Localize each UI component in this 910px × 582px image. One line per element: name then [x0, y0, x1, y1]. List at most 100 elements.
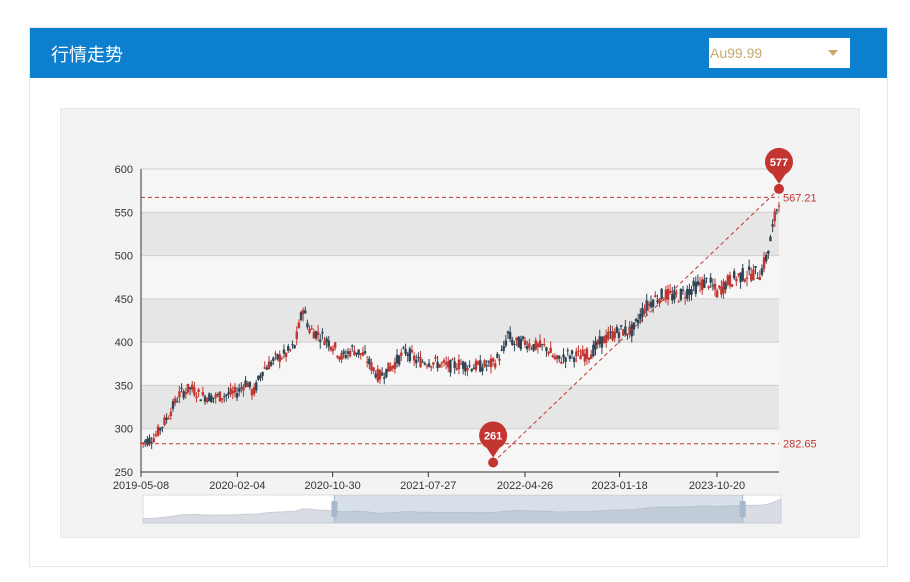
y-tick-label: 600	[115, 164, 133, 176]
candle-body	[741, 268, 744, 281]
candle-body	[218, 391, 222, 402]
candle-body	[698, 282, 702, 286]
candle-body	[692, 280, 695, 287]
candle-body	[747, 266, 751, 271]
candle-body	[485, 365, 488, 367]
grid-band	[141, 385, 779, 429]
candle-body	[365, 361, 369, 363]
candle-body	[319, 339, 322, 343]
y-tick-label: 450	[115, 294, 133, 306]
candle-body	[464, 362, 467, 372]
candle-body	[568, 355, 572, 359]
candle-body	[182, 391, 185, 398]
candle-body	[690, 289, 693, 295]
candle-body	[613, 332, 616, 339]
chart-panel: 250 300 350 400 450 500 550 600 2019-05-08 2020-0…	[60, 108, 860, 538]
candle-body	[519, 338, 523, 350]
candle-body	[325, 338, 328, 342]
mark-pin-head	[765, 147, 793, 176]
trend-line	[492, 188, 780, 463]
candle-body	[481, 367, 484, 372]
candle-body	[735, 278, 738, 282]
grid-band	[141, 428, 779, 472]
candle-body	[440, 362, 444, 364]
candle-body	[353, 350, 356, 356]
y-tick-label: 300	[115, 424, 133, 436]
candle-body	[197, 389, 200, 392]
candle-body	[291, 344, 294, 346]
mark-pin-head	[479, 421, 508, 450]
candle-body	[252, 386, 256, 395]
candle-body	[764, 254, 768, 262]
candle-body	[404, 348, 407, 354]
x-tick-label: 2023-10-20	[689, 480, 745, 492]
candle-body	[713, 283, 717, 290]
candle-body	[649, 301, 653, 308]
product-select[interactable]: Au99.99	[709, 38, 850, 68]
candlestick-chart[interactable]: 250 300 350 400 450 500 550 600 2019-05-08 2020-0…	[61, 109, 859, 537]
candle-body	[425, 365, 429, 367]
candle-body	[600, 336, 604, 348]
candle-body	[767, 250, 770, 254]
candle-body	[370, 362, 373, 371]
candle-body	[570, 350, 574, 355]
candle-body	[771, 224, 774, 227]
candle-body	[331, 348, 335, 352]
candle-body	[391, 365, 394, 369]
candle-body	[336, 356, 339, 358]
candle-body	[534, 340, 537, 350]
candle-body	[647, 303, 651, 306]
candle-body	[455, 368, 458, 370]
candle-body	[585, 348, 589, 359]
candle-body	[558, 355, 561, 359]
candle-body	[163, 417, 166, 426]
candle-body	[159, 428, 162, 431]
candle-body	[737, 274, 740, 276]
x-tick-label: 2019-05-08	[113, 480, 169, 492]
candle-body	[351, 345, 354, 347]
candle-body	[547, 352, 550, 355]
y-tick-label: 400	[115, 337, 133, 349]
candle-body	[709, 277, 712, 283]
candle-body	[624, 326, 627, 335]
candle-body	[397, 355, 401, 365]
candle-body	[517, 336, 520, 348]
candle-body	[750, 273, 753, 281]
candle-body	[777, 205, 781, 207]
candle-body	[462, 361, 465, 369]
candle-body	[703, 279, 706, 288]
candle-body	[383, 377, 386, 379]
candle-body	[148, 437, 151, 444]
candle-body	[233, 386, 237, 393]
candle-body	[412, 355, 416, 361]
candle-body	[656, 300, 659, 303]
candle-body	[432, 362, 435, 365]
candle-body	[732, 271, 736, 279]
candle-body	[494, 363, 497, 368]
candle-body	[540, 344, 544, 346]
candle-body	[357, 349, 360, 355]
candle-body	[451, 359, 454, 361]
candle-body	[498, 358, 501, 361]
candle-body	[660, 288, 663, 299]
candle-body	[374, 373, 377, 378]
candle-body	[528, 343, 531, 348]
x-tick-label: 2020-02-04	[209, 480, 265, 492]
candle-body	[304, 310, 307, 314]
candle-body	[671, 294, 674, 301]
candle-body	[436, 361, 439, 369]
candle-body	[500, 349, 503, 351]
candle-body	[538, 340, 542, 348]
candle-body	[560, 361, 563, 364]
candle-body	[530, 348, 533, 350]
data-zoom-selection[interactable]	[334, 495, 743, 523]
candle-body	[208, 393, 211, 402]
candle-body	[654, 295, 657, 297]
grid-band	[141, 298, 779, 343]
candle-body	[694, 282, 697, 294]
candle-body	[577, 350, 580, 352]
candle-body	[564, 357, 567, 363]
candle-body	[775, 209, 779, 211]
candle-body	[342, 351, 345, 354]
data-zoom-preview	[142, 498, 782, 524]
